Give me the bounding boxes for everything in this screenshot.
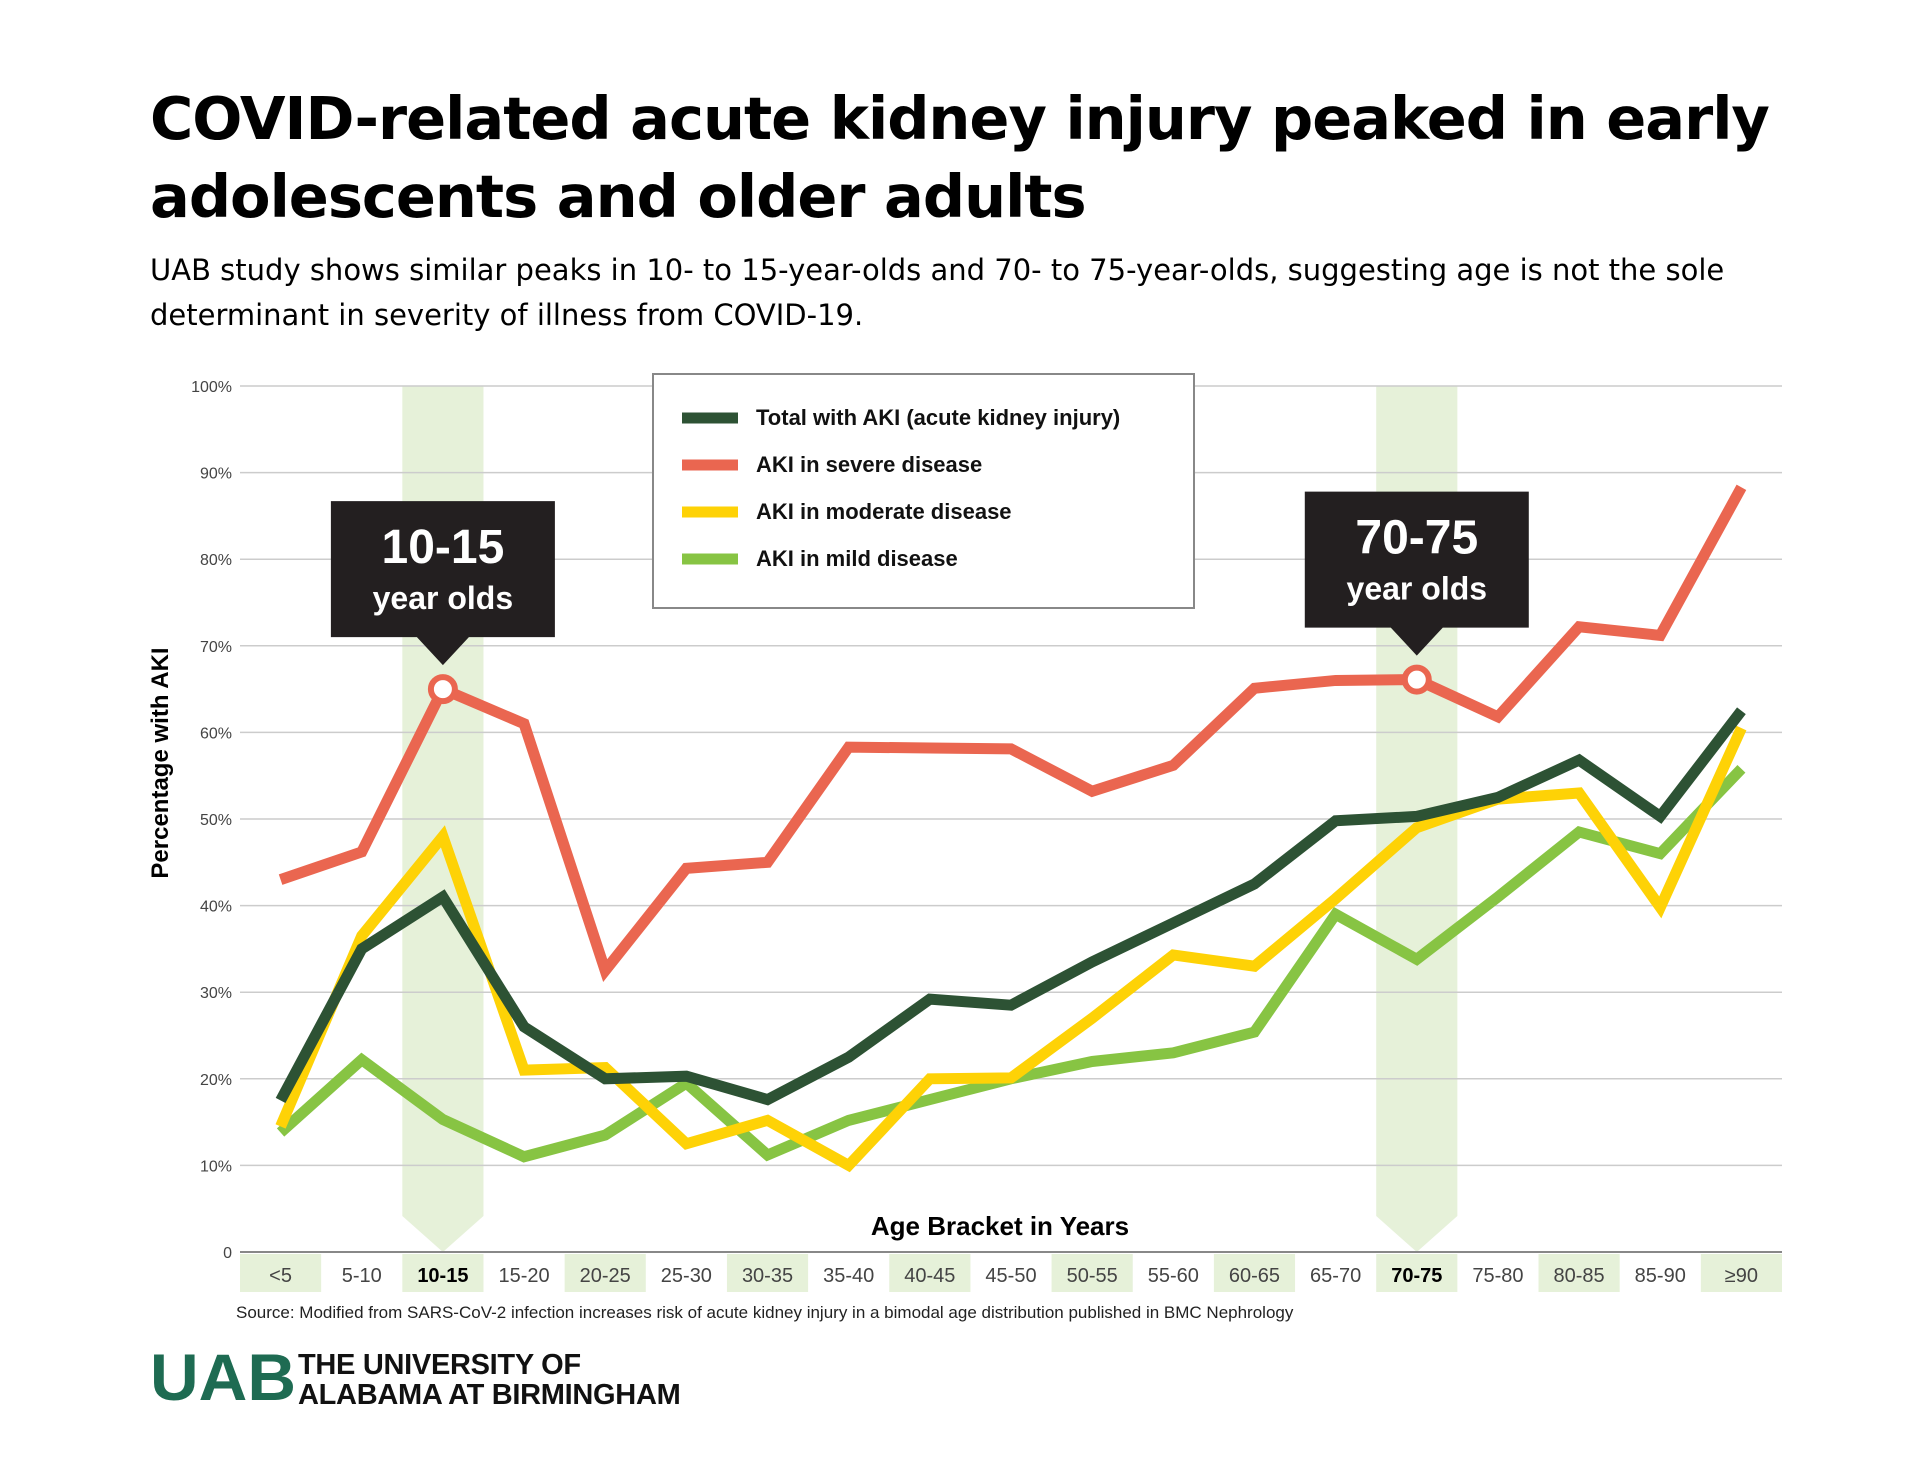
x-category-bg [1051,1254,1133,1292]
x-tick-label: 60-65 [1229,1265,1280,1287]
x-tick-label: 75-80 [1472,1265,1523,1287]
callout-label: 70-75 [1355,512,1478,565]
peak-marker [427,674,458,705]
x-tick-label: 25-30 [661,1265,712,1287]
callout-sublabel: year olds [373,580,514,616]
x-category-bg [889,1254,971,1292]
x-tick-label: 70-75 [1391,1265,1442,1287]
y-tick-label: 10% [200,1158,232,1175]
x-tick-label: 65-70 [1310,1265,1361,1287]
x-category-bg [564,1254,646,1292]
y-tick-label: 60% [200,725,232,742]
y-tick-label: 100% [191,379,232,396]
uab-logo-mark: UAB [150,1348,296,1404]
callout-box [330,501,555,666]
chart-title: COVID-related acute kidney injury peaked… [150,84,1770,231]
series-line [278,484,1747,982]
x-category-bg [240,1254,322,1292]
x-tick-label: ≥90 [1725,1265,1758,1287]
y-tick-label: 0 [223,1245,232,1262]
x-category-bg [726,1254,809,1292]
y-tick-label: 40% [200,899,232,916]
x-tick-label: 55-60 [1148,1265,1199,1287]
source-note: Source: Modified from SARS-CoV-2 infecti… [236,1303,1294,1322]
x-tick-label: 30-35 [742,1265,793,1287]
series-line [275,725,1747,1173]
y-axis-label: Percentage with AKI [147,647,174,878]
x-tick-label: 80-85 [1554,1265,1605,1287]
x-tick-label: 5-10 [342,1265,382,1287]
callout-label: 10-15 [382,521,505,574]
peak-marker [1401,664,1432,695]
x-tick-label: <5 [269,1265,292,1287]
legend: Total with AKI (acute kidney injury) AKI … [652,373,1195,609]
x-tick-label: 15-20 [498,1265,549,1287]
legend-label: AKI in mild disease [756,546,958,571]
x-category-bg [402,1254,484,1292]
x-category-bg [1376,1254,1458,1292]
y-tick-label: 50% [200,812,232,829]
x-category-bg [1700,1254,1782,1292]
x-tick-label: 45-50 [985,1265,1036,1287]
y-tick-label: 90% [200,466,232,483]
uab-wordmark: THE UNIVERSITY OF ALABAMA AT BIRMINGHAM [298,1349,681,1411]
series-line [276,764,1746,1163]
legend-label: AKI in severe disease [756,452,982,477]
y-tick-label: 30% [200,985,232,1002]
y-tick-label: 80% [200,552,232,569]
chart-subtitle: UAB study shows similar peaks in 10- to … [150,253,1725,332]
x-category-bg [1213,1254,1296,1292]
callout-sublabel: year olds [1347,571,1488,607]
x-tick-label: 40-45 [904,1265,955,1287]
y-tick-label: 70% [200,639,232,656]
callout-box [1304,491,1529,656]
x-tick-label: 20-25 [580,1265,631,1287]
legend-label: Total with AKI (acute kidney injury) [756,405,1120,430]
line-chart: 0 10% 20% 30% 40% 50% 60% 70% 80% 90% 100% Percent… [147,373,1782,1322]
legend-box [652,373,1195,609]
x-tick-label: 50-55 [1067,1265,1118,1287]
x-category-bg [1538,1254,1620,1292]
x-tick-label: 85-90 [1635,1265,1686,1287]
x-tick-label: 35-40 [823,1265,874,1287]
x-tick-label: 10-15 [417,1265,468,1287]
logo-mark-text: UAB [150,1348,296,1404]
wordmark-line-2: ALABAMA AT BIRMINGHAM [298,1379,681,1411]
series-line [275,707,1746,1106]
y-tick-label: 20% [200,1072,232,1089]
legend-label: AKI in moderate disease [756,499,1012,524]
wordmark-line-1: THE UNIVERSITY OF [298,1349,581,1381]
x-axis-label: Age Bracket in Years [871,1211,1129,1241]
